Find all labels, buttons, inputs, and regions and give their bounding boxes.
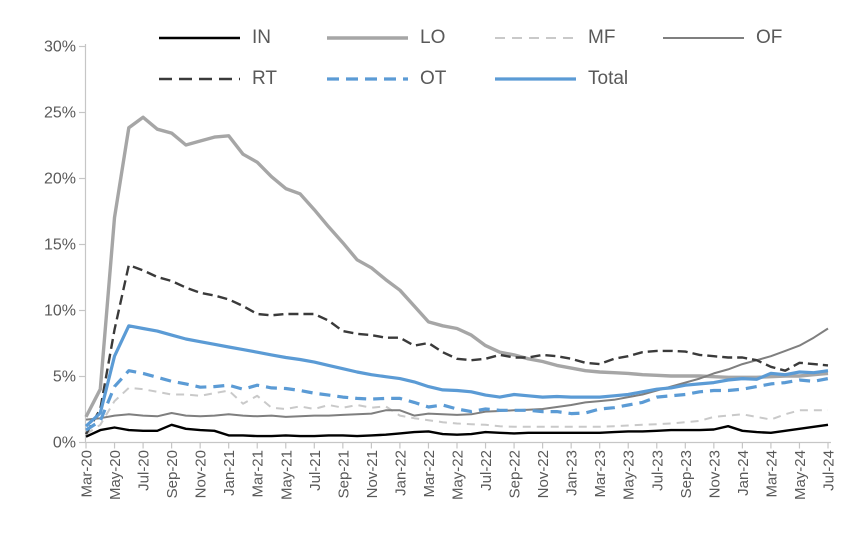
- x-axis-tick-label: Jul-23: [649, 450, 666, 491]
- x-axis-tick-label: Sep-20: [164, 450, 181, 498]
- series-line-ot: [85, 369, 829, 432]
- series-line-of: [85, 327, 829, 421]
- legend-item-ot: OT: [325, 68, 446, 90]
- legend-line-swatch-mf: [495, 37, 576, 39]
- x-axis-tick-label: Jan-22: [392, 450, 409, 496]
- series-line-in: [85, 423, 829, 438]
- x-axis-tick-label: Mar-23: [592, 450, 609, 498]
- x-axis-tick-label: Jul-22: [478, 450, 495, 491]
- legend-item-rt: RT: [157, 68, 277, 90]
- y-axis-tick-label: 0%: [53, 435, 76, 452]
- legend-item-of: OF: [661, 27, 782, 49]
- x-axis-tick-label: May-20: [107, 450, 124, 500]
- x-axis-tick-label: May-23: [621, 450, 638, 500]
- x-axis-tick-label: May-21: [278, 450, 295, 500]
- x-axis-tick-label: Nov-21: [364, 450, 381, 498]
- x-axis-tick-label: Jan-24: [735, 450, 752, 496]
- y-axis-tick-label: 5%: [53, 369, 76, 386]
- x-axis-tick-label: Mar-24: [763, 450, 780, 498]
- legend-line-swatch-lo: [327, 36, 408, 40]
- x-axis-tick-label: Mar-22: [421, 450, 438, 498]
- legend-item-mf: MF: [493, 27, 615, 49]
- y-axis-tick-label: 15%: [44, 237, 76, 254]
- legend-line-swatch-in: [159, 36, 240, 40]
- x-axis-tick-label: Jan-21: [221, 450, 238, 496]
- x-axis-tick-label: Sep-22: [507, 450, 524, 498]
- x-axis-tick-label: Jul-24: [821, 450, 838, 491]
- legend-item-in: IN: [157, 27, 271, 49]
- legend-label: MF: [588, 27, 616, 48]
- y-axis-tick-label: 30%: [44, 39, 76, 56]
- x-axis-tick-label: Nov-20: [193, 450, 210, 498]
- legend-label: OT: [420, 68, 447, 89]
- legend-label: IN: [252, 27, 271, 48]
- x-axis-tick-label: Nov-23: [706, 450, 723, 498]
- y-axis-tick-label: 10%: [44, 303, 76, 320]
- series-line-mf: [85, 386, 828, 435]
- legend-line-swatch-of: [663, 37, 744, 39]
- legend-item-total: Total: [493, 68, 628, 90]
- legend-label: RT: [252, 68, 277, 89]
- x-axis-tick-label: Jan-23: [564, 450, 581, 496]
- y-axis-tick-label: 25%: [44, 105, 76, 122]
- x-axis-tick-label: Sep-21: [335, 450, 352, 498]
- legend-item-lo: LO: [325, 27, 445, 49]
- x-axis-tick-label: Nov-22: [535, 450, 552, 498]
- x-axis-tick-label: Sep-23: [678, 450, 695, 498]
- x-axis-tick-label: May-24: [792, 450, 809, 500]
- x-axis-tick-label: Mar-20: [79, 450, 96, 498]
- x-axis-tick-label: Jul-21: [307, 450, 324, 491]
- series-line-rt: [84, 263, 829, 435]
- legend-line-swatch-total: [495, 77, 576, 81]
- legend-line-swatch-ot: [327, 77, 408, 81]
- x-axis-tick-label: Jul-20: [136, 450, 153, 491]
- series-line-total: [84, 324, 829, 428]
- y-axis-tick-label: 20%: [44, 171, 76, 188]
- x-axis-tick-label: May-22: [450, 450, 467, 500]
- legend-label: OF: [756, 27, 783, 48]
- x-axis-tick-label: Mar-21: [250, 450, 267, 498]
- legend-label: LO: [420, 27, 446, 48]
- legend-line-swatch-rt: [159, 77, 240, 81]
- legend-label: Total: [588, 68, 629, 89]
